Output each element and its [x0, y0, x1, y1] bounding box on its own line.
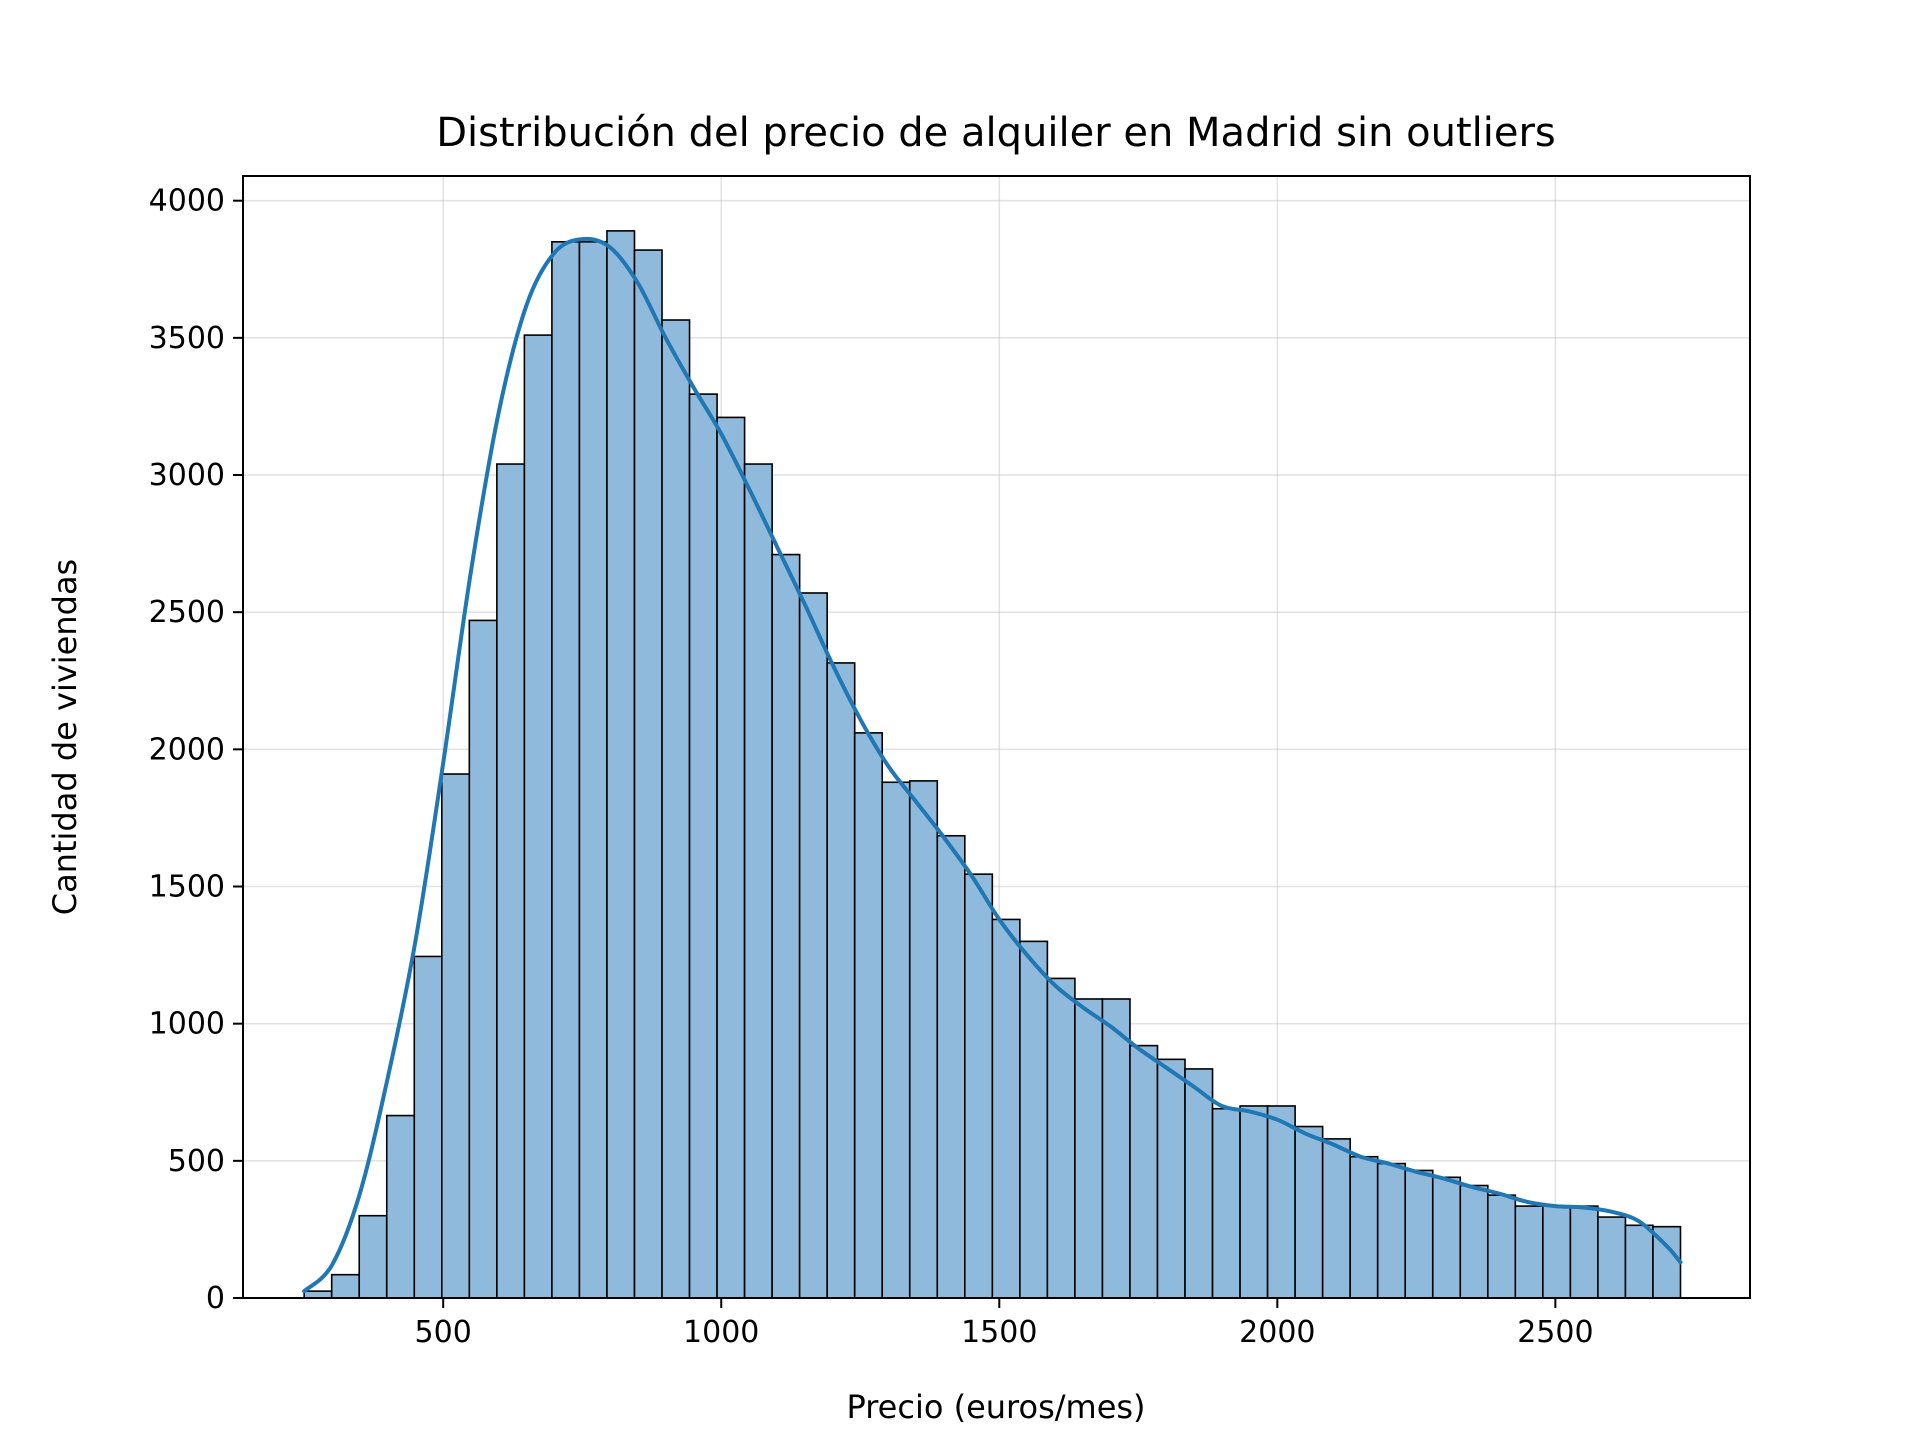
- histogram-bar: [1569, 1205, 1599, 1299]
- histogram-bar: [1239, 1105, 1269, 1299]
- histogram-bar: [1514, 1205, 1544, 1299]
- y-axis-ticks: 0 500 1000 1500 2000 2500 3000 3500 4000: [149, 184, 243, 1316]
- y-tick-label: 1500: [149, 870, 225, 905]
- histogram-bar: [771, 553, 801, 1299]
- histogram-bar: [1156, 1058, 1186, 1299]
- histogram-bar: [1294, 1125, 1324, 1299]
- histogram-bar: [385, 1114, 416, 1299]
- histogram-bar: [881, 781, 911, 1299]
- y-tick-label: 2500: [149, 595, 225, 630]
- histogram-bar: [964, 873, 994, 1299]
- histogram-bar: [1184, 1068, 1214, 1299]
- histogram-bar: [1211, 1107, 1241, 1299]
- histogram-bar: [743, 463, 773, 1299]
- histogram-bar: [1046, 977, 1076, 1299]
- histogram-bar: [1542, 1205, 1572, 1299]
- x-tick-label: 1500: [961, 1315, 1037, 1350]
- kde-curve: [302, 236, 1683, 1294]
- chart-title: Distribución del precio de alquiler en M…: [436, 110, 1556, 156]
- histogram-bar: [633, 249, 663, 1299]
- histogram-bar: [468, 619, 498, 1299]
- histogram-bar: [1321, 1138, 1351, 1299]
- histogram-bar: [1074, 998, 1104, 1299]
- histogram-bar: [908, 780, 939, 1299]
- x-axis-label: Precio (euros/mes): [846, 1388, 1145, 1426]
- histogram-bar: [1019, 940, 1049, 1299]
- y-tick-label: 4000: [149, 184, 225, 219]
- x-tick-label: 2000: [1239, 1315, 1315, 1350]
- histogram-bar: [991, 918, 1021, 1299]
- histogram-bar: [1624, 1224, 1654, 1299]
- histogram-bar: [523, 334, 553, 1299]
- histogram-bar: [716, 416, 746, 1299]
- histogram-bar: [826, 662, 856, 1299]
- histogram-bar: [578, 241, 608, 1299]
- histogram-bar: [661, 319, 691, 1299]
- histogram-bar: [1487, 1194, 1517, 1299]
- x-tick-label: 2500: [1517, 1315, 1593, 1350]
- histogram-bar: [1431, 1176, 1462, 1299]
- x-axis-ticks: 500 1000 1500 2000 2500: [415, 1298, 1594, 1350]
- histogram-bar: [441, 773, 471, 1299]
- histogram-bar: [936, 834, 966, 1299]
- y-tick-label: 1000: [149, 1007, 225, 1042]
- y-tick-label: 3500: [149, 321, 225, 356]
- histogram-bar: [1266, 1105, 1296, 1299]
- histogram-bar: [853, 732, 884, 1299]
- histogram-bar: [303, 1290, 333, 1299]
- y-tick-label: 3000: [149, 458, 225, 493]
- histogram-bar: [1376, 1162, 1407, 1299]
- histogram-bars: [303, 230, 1682, 1299]
- histogram-bar: [1404, 1169, 1434, 1299]
- histogram-bar: [413, 955, 443, 1299]
- y-tick-label: 0: [206, 1281, 225, 1316]
- histogram-bar: [1597, 1216, 1627, 1299]
- histogram-bar: [1129, 1044, 1159, 1299]
- histogram-bar: [1349, 1155, 1379, 1299]
- y-tick-label: 2000: [149, 732, 225, 767]
- histogram-bar: [330, 1273, 361, 1299]
- x-tick-label: 1000: [683, 1315, 759, 1350]
- histogram-bar: [798, 592, 828, 1299]
- plot-frame: [242, 175, 1751, 1299]
- y-tick-label: 500: [168, 1144, 225, 1179]
- kde-curve-layer: [302, 236, 1683, 1294]
- x-tick-label: 500: [415, 1315, 472, 1350]
- histogram-bar: [1459, 1184, 1489, 1299]
- histogram-bar: [551, 241, 581, 1299]
- histogram-bar: [358, 1214, 388, 1299]
- histogram-bar: [688, 393, 718, 1299]
- histogram-bar: [496, 463, 526, 1299]
- y-axis-label: Cantidad de viviendas: [46, 559, 84, 915]
- histogram-bar: [606, 230, 636, 1299]
- histogram-bar: [1101, 998, 1131, 1299]
